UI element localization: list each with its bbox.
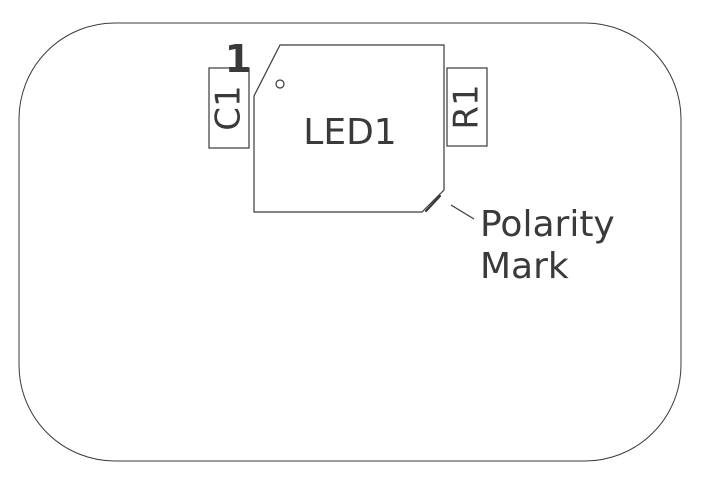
led1-label: LED1 <box>303 112 396 153</box>
r1-label: R1 <box>447 84 487 129</box>
polarity-label-line1: Polarity <box>480 204 615 245</box>
board-outline <box>18 22 682 462</box>
polarity-mark <box>424 194 442 213</box>
c1-outline <box>208 67 250 149</box>
pin1-dot <box>275 79 285 89</box>
polarity-leader-line <box>450 204 475 220</box>
polarity-label-line2: Mark <box>480 246 569 287</box>
c1-label: C1 <box>209 85 249 130</box>
r1-outline <box>446 67 488 147</box>
led1-outline <box>253 44 445 213</box>
pin1-label: 1 <box>225 37 251 81</box>
